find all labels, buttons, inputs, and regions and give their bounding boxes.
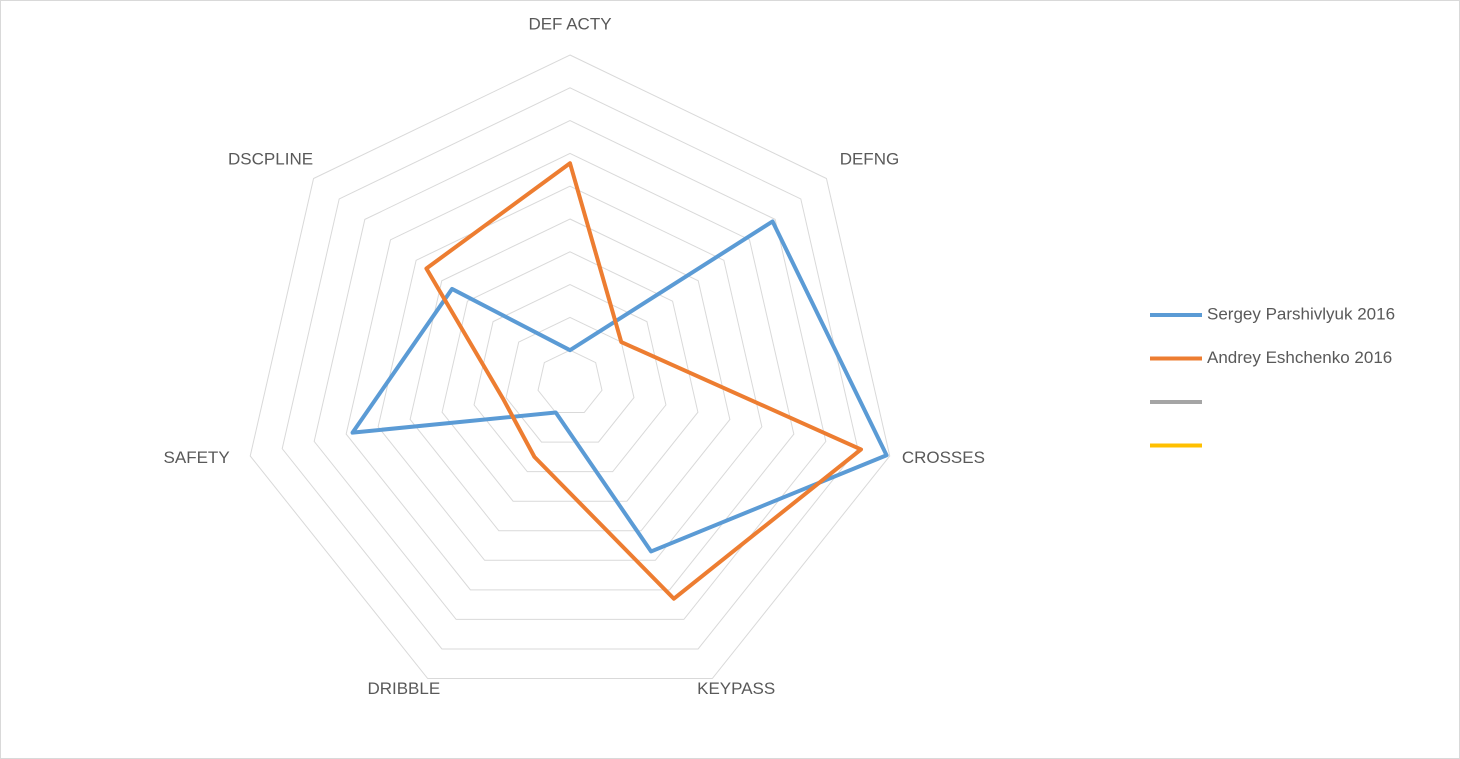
legend-label: Andrey Eshchenko 2016 [1207,348,1392,367]
grid-ring [537,349,603,414]
grid-ring [377,185,763,561]
series-line [424,161,863,601]
grid-ring [409,218,731,532]
grid-ring [441,251,699,502]
axis-label: CROSSES [902,448,985,467]
legend-label: Sergey Parshivlyuk 2016 [1207,304,1395,323]
axis-label: DEF ACTY [528,14,611,33]
axis-label: DSCPLINE [228,149,313,168]
axis-label: SAFETY [164,448,230,467]
grid-ring [313,120,827,620]
grid-ring [281,87,859,650]
grid-ring [249,54,891,680]
grid-ring [473,284,667,473]
axis-label: KEYPASS [697,679,775,698]
grid-ring [345,152,795,591]
series-line [350,219,889,554]
axis-label: DEFNG [840,149,900,168]
axis-label: DRIBBLE [367,679,440,698]
grid-ring [505,316,635,443]
